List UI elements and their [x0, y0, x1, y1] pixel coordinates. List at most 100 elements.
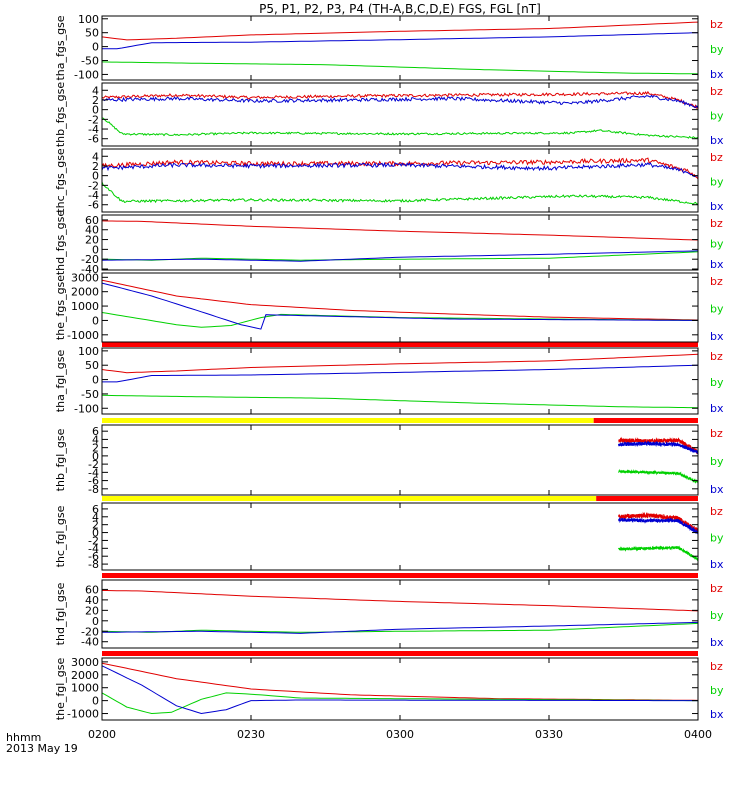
panel-frame: [101, 82, 699, 147]
footer-line2: 2013 May 19: [6, 742, 78, 755]
series-bz-line: [618, 511, 699, 532]
legend-by: by: [710, 43, 724, 56]
legend-by: by: [710, 609, 724, 622]
y-tick-label: -6: [88, 199, 99, 212]
y-tick-label: 1000: [71, 300, 99, 313]
y-tick-label: 0: [92, 243, 99, 256]
series-bx-line: [101, 94, 699, 109]
legend-by: by: [710, 176, 724, 189]
y-tick-label: 50: [85, 27, 99, 40]
y-tick-label: -6: [88, 550, 99, 563]
series-bx-line: [102, 32, 699, 50]
panel-thc_fgs_gse: 420-2-4-6 thc_fgs_gse bz by bx: [54, 148, 724, 213]
legend-bx: bx: [710, 708, 724, 721]
legend-bz: bz: [710, 275, 723, 288]
y-tick-label: 4: [92, 433, 99, 446]
y-tick-label: -4: [88, 123, 99, 136]
legend-bz: bz: [710, 151, 723, 164]
y-tick-label: 0: [92, 695, 99, 708]
y-tick-label: 20: [85, 234, 99, 247]
x-tick-label: 0200: [88, 728, 116, 741]
y-tick-label: 4: [92, 150, 99, 163]
y-tick-label: 6: [92, 503, 99, 516]
y-tick-label: 2000: [71, 286, 99, 299]
series-bx-line: [102, 621, 699, 634]
legend-bx: bx: [710, 200, 724, 213]
series-by-line: [101, 181, 699, 206]
y-tick-label: -100: [74, 68, 99, 81]
panel-frame: [101, 502, 699, 571]
y-tick-label: 4: [92, 84, 99, 97]
y-tick-label: 0: [92, 41, 99, 54]
legend-bz: bz: [710, 660, 723, 673]
series-bz-line: [102, 590, 699, 612]
y-tick-label: 2: [92, 94, 99, 107]
series-bx-line: [618, 516, 699, 535]
legend-bz: bz: [710, 427, 723, 440]
y-tick-label: 0: [92, 104, 99, 117]
x-tick-label: 0330: [535, 728, 563, 741]
y-tick-label: -2: [88, 458, 99, 471]
status-bar-red: [596, 496, 698, 501]
y-tick-label: 100: [78, 345, 99, 358]
x-tick-label: 0300: [386, 728, 414, 741]
series-bz-line: [101, 220, 699, 241]
legend-bx: bx: [710, 68, 724, 81]
series-by-line: [101, 117, 699, 139]
status-bar: [102, 342, 698, 347]
y-tick-label: -8: [88, 558, 99, 571]
y-tick-label: -1000: [67, 329, 99, 342]
y-tick-label: -2: [88, 113, 99, 126]
y-tick-label: 0: [92, 170, 99, 183]
y-tick-label: -2: [88, 534, 99, 547]
y-tick-label: 2000: [71, 669, 99, 682]
legend-bx: bx: [710, 134, 724, 147]
panel-thb_fgs_gse: 420-2-4-6 thb_fgs_gse bz by bx: [54, 82, 724, 148]
y-axis-label: thc_fgs_gse: [54, 148, 67, 213]
y-axis-label: thb_fgl_gse: [54, 428, 67, 491]
panel-frame: [101, 424, 699, 496]
y-tick-label: 60: [85, 583, 99, 596]
panel-frame: [101, 148, 699, 213]
legend-bz: bz: [710, 350, 723, 363]
legend-by: by: [710, 455, 724, 468]
y-tick-label: 50: [85, 359, 99, 372]
legend-bx: bx: [710, 330, 724, 343]
chart-title: P5, P1, P2, P3, P4 (TH-A,B,C,D,E) FGS, F…: [259, 2, 541, 16]
y-tick-label: 0: [92, 615, 99, 628]
legend-bz: bz: [710, 85, 723, 98]
series-by-line: [101, 394, 699, 409]
y-tick-label: -40: [81, 263, 99, 276]
panel-frame: [101, 272, 699, 343]
legend-by: by: [710, 532, 724, 545]
y-tick-label: -8: [88, 483, 99, 496]
series-by-line: [618, 545, 699, 562]
y-axis-label: tha_fgs_gse: [54, 15, 67, 80]
series-bz-line: [618, 436, 699, 455]
legend-by: by: [710, 376, 724, 389]
legend-by: by: [710, 238, 724, 251]
y-tick-label: -100: [74, 402, 99, 415]
series-bz-line: [101, 90, 699, 110]
series-bx-line: [101, 161, 699, 178]
legend-by: by: [710, 110, 724, 123]
y-tick-label: 0: [92, 527, 99, 540]
y-tick-label: 6: [92, 425, 99, 438]
y-tick-label: -4: [88, 542, 99, 555]
series-bx-line: [101, 665, 698, 715]
legend-by: by: [710, 303, 724, 316]
status-bar-yellow: [102, 496, 597, 501]
series-bx-line: [102, 364, 699, 383]
status-bar-red: [593, 418, 698, 423]
y-axis-label: thc_fgl_gse: [54, 505, 67, 567]
legend-bx: bx: [710, 258, 724, 271]
legend-bz: bz: [710, 18, 723, 31]
y-axis-label: thb_fgs_gse: [54, 82, 67, 148]
series-by-line: [618, 468, 699, 484]
legend-bx: bx: [710, 636, 724, 649]
